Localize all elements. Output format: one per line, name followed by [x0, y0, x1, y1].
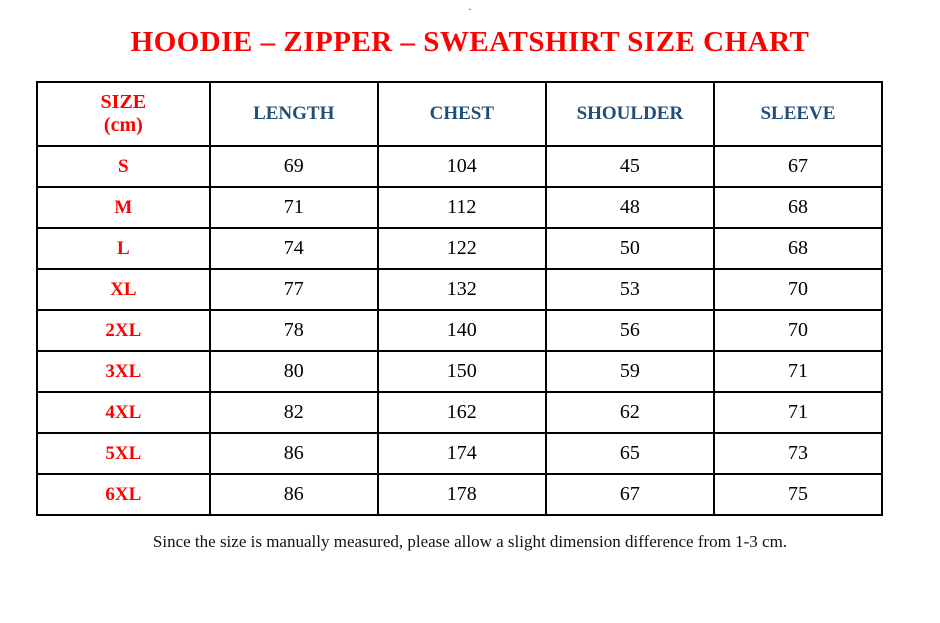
header-length: LENGTH [208, 81, 379, 147]
table-row: M 71 112 48 68 [36, 186, 884, 229]
measurement-value: 68 [712, 227, 884, 270]
size-label: M [36, 186, 211, 229]
measurement-value: 73 [712, 432, 884, 475]
measurement-value: 70 [712, 268, 884, 311]
page-title: HOODIE – ZIPPER – SWEATSHIRT SIZE CHART [130, 26, 810, 58]
measurement-value: 67 [712, 145, 884, 188]
measurement-value: 65 [544, 432, 715, 475]
table-row: 5XL 86 174 65 73 [36, 432, 884, 475]
measurement-value: 178 [376, 473, 547, 516]
measurement-value: 45 [544, 145, 715, 188]
measurement-value: 56 [544, 309, 715, 352]
header-chest: CHEST [376, 81, 547, 147]
measurement-value: 104 [376, 145, 547, 188]
size-label: S [36, 145, 211, 188]
measurement-value: 59 [544, 350, 715, 393]
measurement-value: 162 [376, 391, 547, 434]
header-sleeve: SLEEVE [712, 81, 884, 147]
measurement-note: Since the size is manually measured, ple… [152, 532, 788, 551]
measurement-value: 70 [712, 309, 884, 352]
measurement-value: 140 [376, 309, 547, 352]
measurement-value: 69 [208, 145, 379, 188]
size-label: 5XL [36, 432, 211, 475]
measurement-value: 112 [376, 186, 547, 229]
measurement-value: 48 [544, 186, 715, 229]
measurement-value: 53 [544, 268, 715, 311]
measurement-value: 80 [208, 350, 379, 393]
measurement-value: 86 [208, 432, 379, 475]
table-row: 2XL 78 140 56 70 [36, 309, 884, 352]
size-label: XL [36, 268, 211, 311]
table-body: S 69 104 45 67 M 71 112 48 68 L 74 122 50 68 XL 77 132 53 7… [36, 145, 884, 516]
size-label: 3XL [36, 350, 211, 393]
table-row: S 69 104 45 67 [36, 145, 884, 188]
measurement-value: 67 [544, 473, 715, 516]
measurement-value: 78 [208, 309, 379, 352]
table-row: 6XL 86 178 67 75 [36, 473, 884, 516]
header-shoulder: SHOULDER [544, 81, 715, 147]
measurement-value: 68 [712, 186, 884, 229]
measurement-value: 150 [376, 350, 547, 393]
measurement-value: 71 [712, 350, 884, 393]
measurement-value: 62 [544, 391, 715, 434]
table-row: 3XL 80 150 59 71 [36, 350, 884, 393]
header-size-label: SIZE [100, 91, 147, 113]
header-size-cm: SIZE (cm) [36, 81, 211, 147]
table-row: L 74 122 50 68 [36, 227, 884, 270]
table-row: XL 77 132 53 70 [36, 268, 884, 311]
header-size-unit: (cm) [103, 114, 143, 136]
top-dot-mark: . [468, 1, 472, 13]
size-label: 6XL [36, 473, 211, 516]
size-label: 4XL [36, 391, 211, 434]
measurement-value: 77 [208, 268, 379, 311]
table-row: 4XL 82 162 62 71 [36, 391, 884, 434]
measurement-value: 50 [544, 227, 715, 270]
measurement-value: 174 [376, 432, 547, 475]
table-header-row: SIZE (cm) LENGTH CHEST SHOULDER SLEEVE [36, 81, 884, 147]
measurement-value: 71 [208, 186, 379, 229]
size-label: L [36, 227, 211, 270]
measurement-value: 82 [208, 391, 379, 434]
measurement-value: 74 [208, 227, 379, 270]
measurement-value: 71 [712, 391, 884, 434]
measurement-value: 75 [712, 473, 884, 516]
measurement-value: 86 [208, 473, 379, 516]
measurement-value: 132 [376, 268, 547, 311]
size-chart-table: SIZE (cm) LENGTH CHEST SHOULDER SLEEVE S 69 1… [36, 81, 884, 516]
size-label: 2XL [36, 309, 211, 352]
measurement-value: 122 [376, 227, 547, 270]
